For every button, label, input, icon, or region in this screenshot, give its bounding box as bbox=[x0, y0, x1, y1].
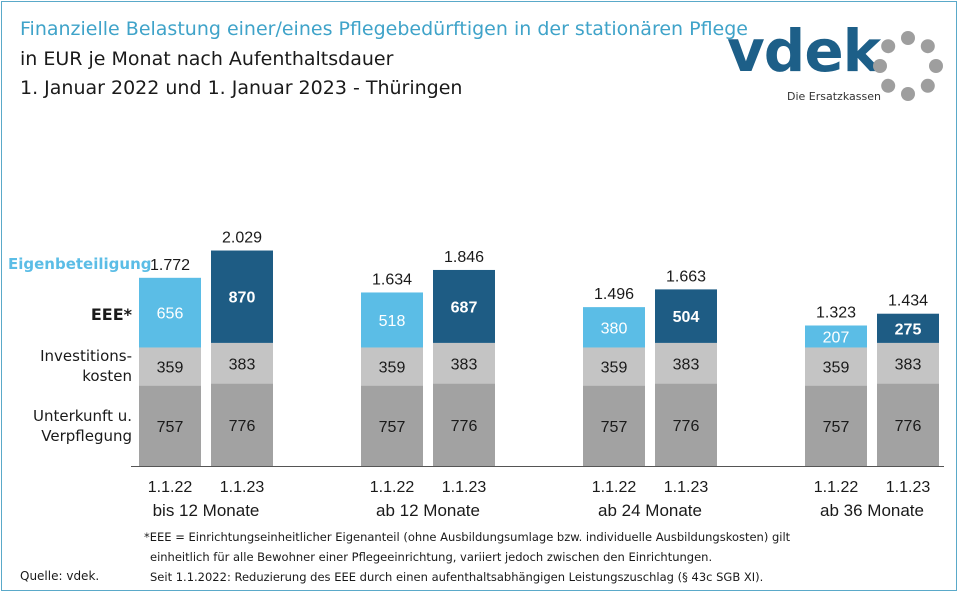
total-label: 2.029 bbox=[222, 230, 262, 247]
date-tick-label: 1.1.22 bbox=[370, 479, 415, 496]
bar-unterkunft bbox=[211, 383, 273, 466]
value-label-investitionskosten: 383 bbox=[673, 356, 700, 373]
bar-eee bbox=[433, 269, 495, 343]
bar-unterkunft bbox=[433, 383, 495, 466]
bar-investitionskosten bbox=[211, 342, 273, 384]
group-label: ab 36 Monate bbox=[820, 501, 924, 520]
footnote-line-2: einheitlich für alle Bewohner einer Pfle… bbox=[150, 550, 713, 564]
total-label: 1.496 bbox=[594, 286, 634, 303]
date-tick-label: 1.1.23 bbox=[220, 479, 265, 496]
value-label-unterkunft: 776 bbox=[229, 418, 256, 435]
bar-eee bbox=[139, 277, 201, 348]
bar-eee bbox=[583, 307, 645, 348]
bar-unterkunft bbox=[583, 385, 645, 466]
bar-unterkunft bbox=[877, 383, 939, 466]
date-tick-label: 1.1.22 bbox=[592, 479, 637, 496]
legend-unterkunft: Unterkunft u. Verpflegung bbox=[8, 406, 132, 446]
footnote-line-1: *EEE = Einrichtungseinheitlicher Eigenan… bbox=[144, 530, 791, 544]
footnote-line-3: Seit 1.1.2022: Reduzierung des EEE durch… bbox=[150, 570, 764, 584]
value-label-unterkunft: 776 bbox=[895, 418, 922, 435]
bar-unterkunft bbox=[361, 385, 423, 466]
vdek-logo-word: vdek bbox=[727, 17, 881, 85]
bar-investitionskosten bbox=[139, 347, 201, 386]
legend-unterkunft-line2: Verpflegung bbox=[41, 427, 132, 445]
value-label-unterkunft: 757 bbox=[601, 419, 628, 436]
value-label-eee: 870 bbox=[229, 290, 256, 307]
bar-investitionskosten bbox=[877, 342, 939, 384]
date-tick-label: 1.1.23 bbox=[442, 479, 487, 496]
value-label-eee: 207 bbox=[823, 329, 850, 346]
bar-eee bbox=[655, 289, 717, 343]
bar-eee bbox=[211, 250, 273, 343]
vdek-logo-tagline: Die Ersatzkassen bbox=[787, 90, 881, 103]
total-label: 1.663 bbox=[666, 268, 706, 285]
bar-unterkunft bbox=[139, 385, 201, 466]
value-label-eee: 656 bbox=[157, 306, 184, 323]
legend-eee: EEE* bbox=[90, 305, 132, 324]
value-label-investitionskosten: 359 bbox=[601, 360, 628, 377]
group-label: ab 12 Monate bbox=[376, 501, 480, 520]
legend-eigenbeteiligung: Eigenbeteiligung bbox=[8, 255, 152, 273]
bar-eee bbox=[805, 325, 867, 348]
date-tick-label: 1.1.23 bbox=[664, 479, 709, 496]
total-label: 1.772 bbox=[150, 257, 190, 274]
value-label-unterkunft: 757 bbox=[157, 419, 184, 436]
value-label-unterkunft: 776 bbox=[451, 418, 478, 435]
value-label-eee: 275 bbox=[895, 321, 922, 338]
group-label: ab 24 Monate bbox=[598, 501, 702, 520]
total-label: 1.846 bbox=[444, 249, 484, 266]
bar-investitionskosten bbox=[361, 347, 423, 386]
bar-eee bbox=[361, 292, 423, 348]
date-tick-label: 1.1.22 bbox=[814, 479, 859, 496]
bar-unterkunft bbox=[655, 383, 717, 466]
legend-invest-line1: Investitions- bbox=[40, 347, 132, 365]
legend-invest-line2: kosten bbox=[82, 367, 132, 385]
source-note: Quelle: vdek. bbox=[20, 569, 100, 583]
value-label-eee: 518 bbox=[379, 313, 406, 330]
vdek-logo-ring-icon bbox=[873, 31, 943, 101]
legend-unterkunft-line1: Unterkunft u. bbox=[33, 407, 132, 425]
group-label: bis 12 Monate bbox=[153, 501, 260, 520]
value-label-unterkunft: 757 bbox=[823, 419, 850, 436]
legend-investitionskosten: Investitions- kosten bbox=[8, 346, 132, 386]
date-tick-label: 1.1.23 bbox=[886, 479, 931, 496]
value-label-eee: 504 bbox=[673, 309, 700, 326]
value-label-investitionskosten: 359 bbox=[157, 360, 184, 377]
value-label-unterkunft: 757 bbox=[379, 419, 406, 436]
value-label-investitionskosten: 383 bbox=[895, 356, 922, 373]
value-label-investitionskosten: 383 bbox=[229, 356, 256, 373]
bar-eee bbox=[877, 313, 939, 343]
total-label: 1.634 bbox=[372, 271, 412, 288]
bar-investitionskosten bbox=[433, 342, 495, 384]
chart-subtitle: in EUR je Monat nach Aufenthaltsdauer bbox=[20, 48, 394, 70]
date-tick-label: 1.1.22 bbox=[148, 479, 193, 496]
total-label: 1.434 bbox=[888, 293, 928, 310]
bar-investitionskosten bbox=[805, 347, 867, 386]
bar-investitionskosten bbox=[583, 347, 645, 386]
value-label-investitionskosten: 383 bbox=[451, 356, 478, 373]
value-label-investitionskosten: 359 bbox=[379, 360, 406, 377]
value-label-eee: 380 bbox=[601, 320, 628, 337]
total-label: 1.323 bbox=[816, 304, 856, 321]
chart-title: Finanzielle Belastung einer/eines Pflege… bbox=[20, 18, 748, 40]
value-label-investitionskosten: 359 bbox=[823, 360, 850, 377]
value-label-unterkunft: 776 bbox=[673, 418, 700, 435]
chart-subtitle-date: 1. Januar 2022 und 1. Januar 2023 - Thür… bbox=[20, 77, 463, 99]
value-label-eee: 687 bbox=[451, 299, 478, 316]
bar-unterkunft bbox=[805, 385, 867, 466]
bar-investitionskosten bbox=[655, 342, 717, 384]
